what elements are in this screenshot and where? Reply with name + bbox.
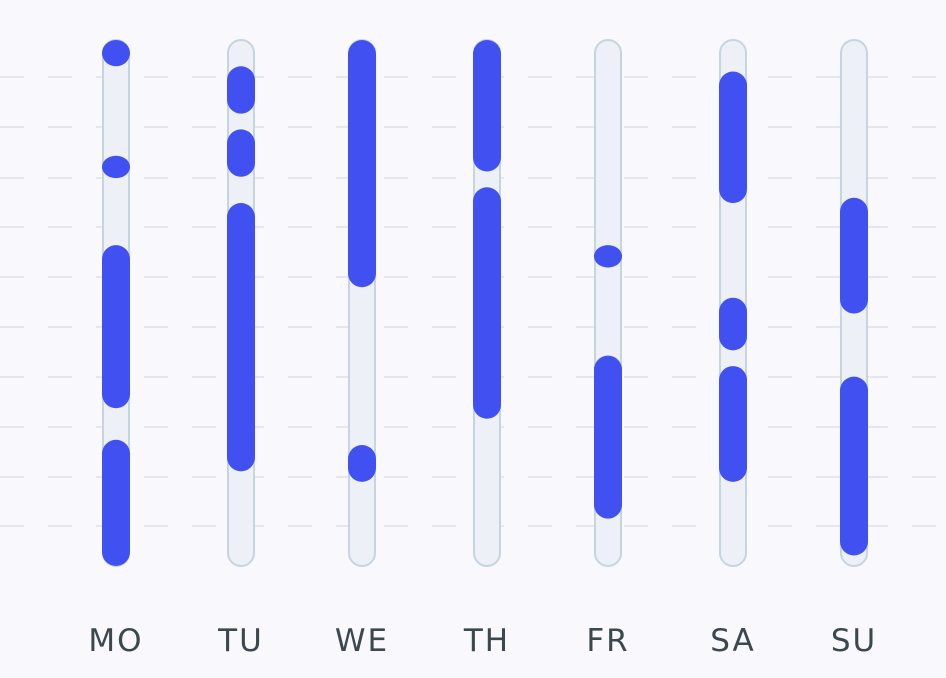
day-label-fr: FR xyxy=(586,623,629,659)
range-bar-tu-1 xyxy=(227,66,255,114)
day-label-sa: SA xyxy=(710,623,755,659)
range-bar-fr-1 xyxy=(594,245,622,268)
range-bar-mo-4 xyxy=(102,439,130,566)
range-bar-we-2 xyxy=(348,445,376,482)
range-bar-su-1 xyxy=(840,197,868,314)
day-label-mo: MO xyxy=(88,623,143,659)
range-bar-mo-3 xyxy=(102,245,130,409)
range-bar-sa-3 xyxy=(719,366,747,482)
range-bar-we-1 xyxy=(348,40,376,288)
range-bar-th-2 xyxy=(473,187,501,419)
grid-lines xyxy=(0,76,946,527)
day-label-su: SU xyxy=(831,623,877,659)
range-bar-sa-1 xyxy=(719,71,747,204)
range-bar-sa-2 xyxy=(719,297,747,351)
range-bar-su-2 xyxy=(840,376,868,556)
day-label-th: TH xyxy=(463,623,510,659)
range-bar-mo-1 xyxy=(102,40,130,67)
day-label-we: WE xyxy=(335,623,389,659)
range-bar-tu-2 xyxy=(227,129,255,177)
range-bar-mo-2 xyxy=(102,155,130,179)
day-labels: MO TU WE TH FR SA SU xyxy=(88,623,877,659)
range-bar-tu-3 xyxy=(227,203,255,472)
range-bars xyxy=(102,40,868,566)
range-bar-fr-2 xyxy=(594,355,622,519)
day-label-tu: TU xyxy=(217,623,264,659)
range-bar-th-1 xyxy=(473,40,501,172)
